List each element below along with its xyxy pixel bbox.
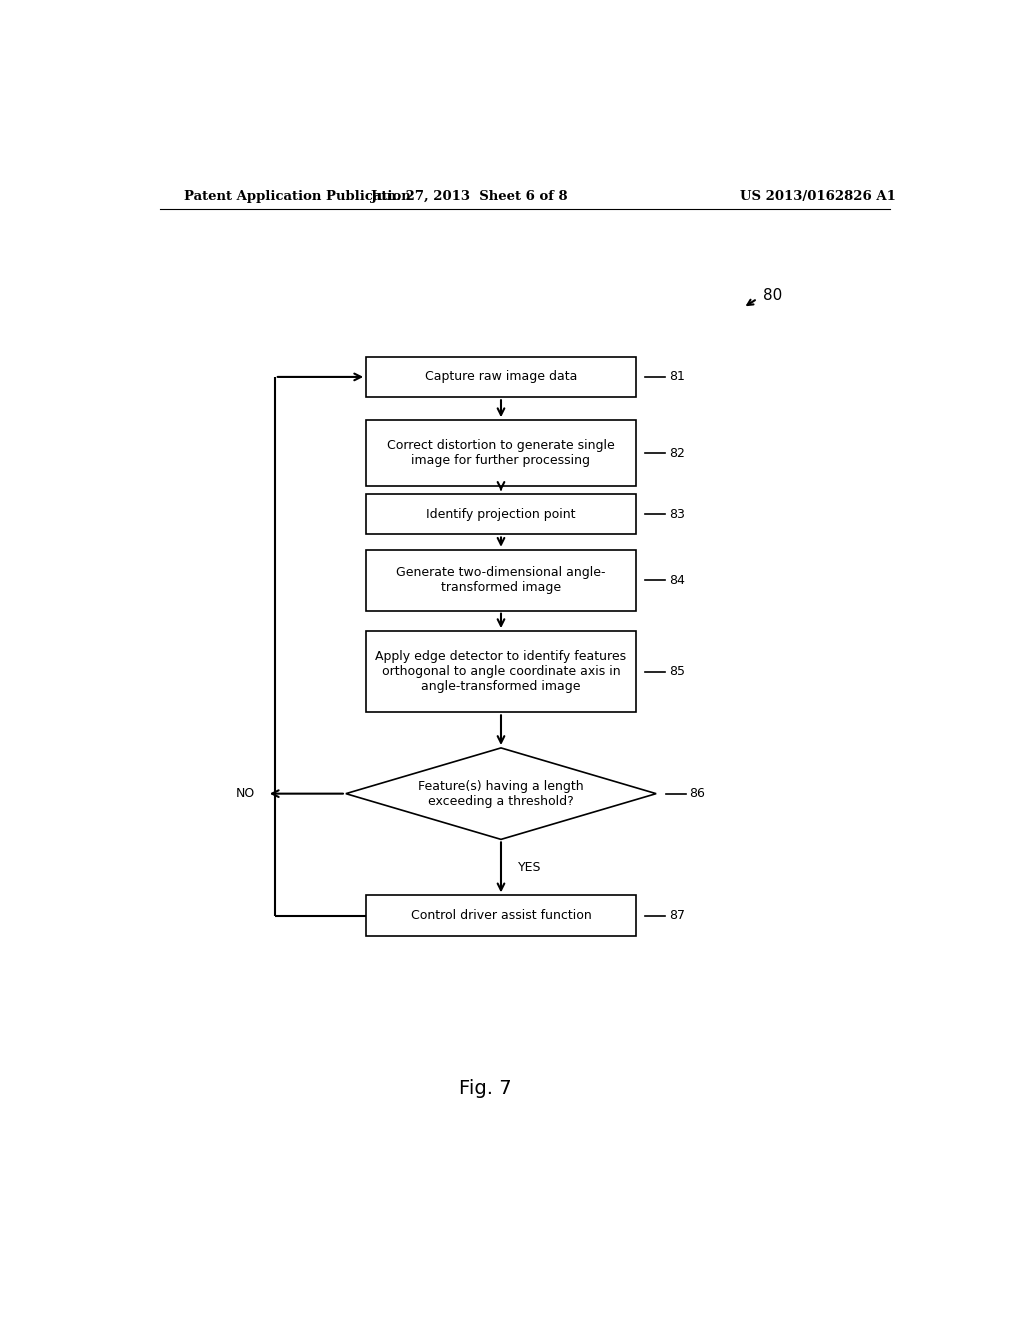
FancyBboxPatch shape [366,549,636,611]
Text: Correct distortion to generate single
image for further processing: Correct distortion to generate single im… [387,440,614,467]
Polygon shape [346,748,656,840]
Text: Fig. 7: Fig. 7 [459,1078,511,1098]
FancyBboxPatch shape [366,895,636,936]
FancyBboxPatch shape [366,420,636,486]
Text: Identify projection point: Identify projection point [426,508,575,520]
Text: Generate two-dimensional angle-
transformed image: Generate two-dimensional angle- transfor… [396,566,606,594]
Text: 86: 86 [689,787,706,800]
Text: 82: 82 [670,446,685,459]
Text: 81: 81 [670,371,685,383]
Text: 84: 84 [670,574,685,586]
Text: 87: 87 [670,909,685,923]
Text: Feature(s) having a length
exceeding a threshold?: Feature(s) having a length exceeding a t… [418,780,584,808]
Text: 83: 83 [670,508,685,520]
Text: US 2013/0162826 A1: US 2013/0162826 A1 [740,190,896,202]
Text: 80: 80 [763,288,782,304]
Text: Jun. 27, 2013  Sheet 6 of 8: Jun. 27, 2013 Sheet 6 of 8 [371,190,567,202]
FancyBboxPatch shape [366,631,636,713]
Text: Control driver assist function: Control driver assist function [411,909,592,923]
Text: Patent Application Publication: Patent Application Publication [183,190,411,202]
FancyBboxPatch shape [366,356,636,397]
Text: Capture raw image data: Capture raw image data [425,371,578,383]
Text: YES: YES [518,861,542,874]
Text: 85: 85 [670,665,685,678]
Text: NO: NO [236,787,255,800]
FancyBboxPatch shape [366,494,636,535]
Text: Apply edge detector to identify features
orthogonal to angle coordinate axis in
: Apply edge detector to identify features… [376,651,627,693]
